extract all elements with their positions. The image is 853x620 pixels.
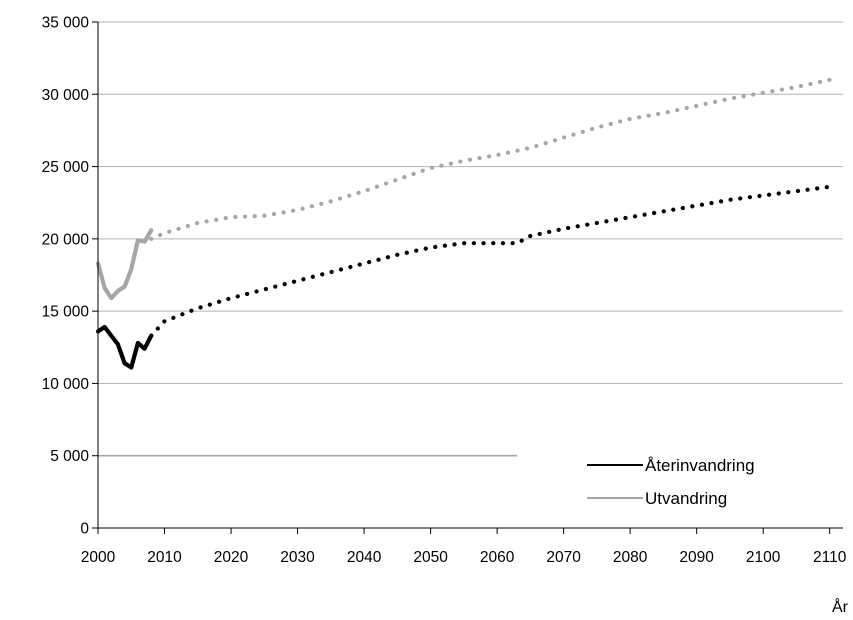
- y-tick-labels: 0 5 000 10 000 15 000 20 000 25 000 30 000 35 0…: [42, 15, 90, 538]
- x-tick-label: 2000: [81, 549, 116, 566]
- x-tick-label: 2060: [480, 549, 515, 566]
- x-tick-label: 2020: [214, 549, 249, 566]
- x-tick-label: 2110: [813, 549, 847, 566]
- series-utvandring-observed-line: [95, 228, 154, 301]
- series-aterinvandring-observed-line: [95, 324, 154, 370]
- series-aterinvandring-projected-line: [149, 184, 832, 338]
- legend-item-utvandring: Utvandring: [587, 489, 727, 508]
- legend-label-utvandring: Utvandring: [645, 489, 727, 508]
- x-tick-labels: 2000 2010 2020 2030 2040 2050 2060 2070 2080 2090…: [81, 549, 847, 566]
- legend: Återinvandring Utvandring: [587, 456, 755, 508]
- x-tick-label: 2070: [546, 549, 581, 566]
- y-tick-label: 15 000: [42, 304, 90, 321]
- y-tick-label: 0: [80, 521, 89, 538]
- legend-item-aterinvandring: Återinvandring: [587, 456, 755, 475]
- legend-label-aterinvandring: Återinvandring: [645, 456, 755, 475]
- axes: [92, 21, 843, 534]
- x-tick-label: 2090: [679, 549, 714, 566]
- y-tick-label: 35 000: [42, 15, 90, 32]
- x-tick-label: 2080: [613, 549, 648, 566]
- x-tick-label: 2010: [147, 549, 182, 566]
- series-group: [95, 77, 832, 370]
- series-utvandring-projected-line: [149, 77, 832, 241]
- x-tick-label: 2030: [280, 549, 315, 566]
- y-tick-label: 20 000: [42, 231, 90, 248]
- x-tick-label: 2040: [347, 549, 382, 566]
- y-tick-label: 5 000: [50, 448, 89, 465]
- y-tick-label: 30 000: [42, 87, 90, 104]
- x-tick-label: 2050: [413, 549, 448, 566]
- y-tick-label: 10 000: [42, 376, 90, 393]
- gridlines: [98, 21, 843, 384]
- x-axis-title: År: [832, 597, 849, 616]
- y-tick-label: 25 000: [42, 159, 90, 176]
- x-tick-label: 2100: [746, 549, 781, 566]
